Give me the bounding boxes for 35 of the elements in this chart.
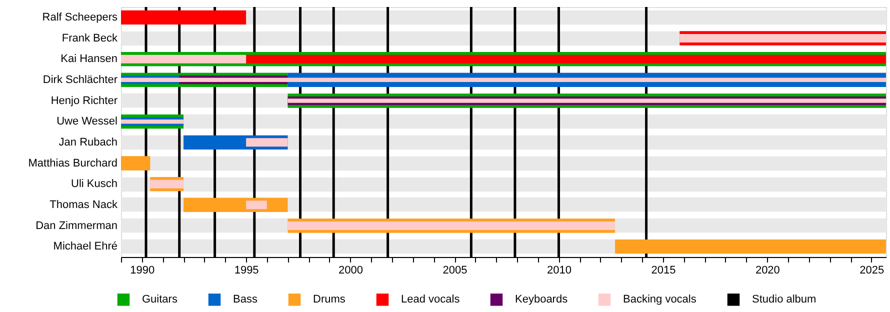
y-tick-label: Ralf Scheepers bbox=[42, 11, 118, 24]
y-tick-label: Jan Rubach bbox=[58, 136, 118, 148]
x-tick-label: 1990 bbox=[130, 264, 155, 276]
y-tick-label: Kai Hansen bbox=[60, 53, 118, 66]
legend-label: Drums bbox=[313, 294, 346, 306]
y-tick-label: Henjo Richter bbox=[50, 94, 118, 107]
y-tick-label: Thomas Nack bbox=[50, 198, 118, 211]
y-tick-label: Uli Kusch bbox=[71, 178, 118, 190]
y-tick-label: Michael Ehré bbox=[53, 240, 118, 253]
y-tick-label: Dan Zimmerman bbox=[36, 220, 118, 232]
y-tick-label: Frank Beck bbox=[62, 32, 118, 44]
bar bbox=[121, 156, 150, 170]
y-tick-label: Matthias Burchard bbox=[28, 157, 118, 170]
y-tick-label: Uwe Wessel bbox=[56, 116, 118, 128]
legend-label: Studio album bbox=[752, 294, 816, 306]
x-tick-label: 2025 bbox=[860, 264, 884, 276]
bar bbox=[246, 200, 267, 210]
x-tick-label: 2005 bbox=[442, 264, 468, 276]
legend-label: Lead vocals bbox=[401, 294, 460, 306]
bar bbox=[680, 34, 886, 42]
bar bbox=[121, 10, 246, 24]
bar bbox=[150, 180, 184, 188]
x-tick-label: 1995 bbox=[234, 264, 259, 276]
x-tick-label: 2015 bbox=[651, 264, 676, 276]
legend-label: Guitars bbox=[142, 294, 178, 306]
x-tick-label: 2000 bbox=[338, 264, 364, 276]
bar bbox=[121, 54, 246, 64]
legend-label: Backing vocals bbox=[623, 294, 697, 306]
y-tick-label: Dirk Schlächter bbox=[42, 74, 118, 86]
x-tick-label: 2020 bbox=[755, 264, 780, 276]
legend-label: Keyboards bbox=[515, 294, 568, 306]
bar bbox=[288, 222, 616, 230]
bar bbox=[246, 138, 288, 147]
legend-label: Bass bbox=[233, 294, 258, 306]
x-tick-label: 2010 bbox=[546, 264, 572, 276]
